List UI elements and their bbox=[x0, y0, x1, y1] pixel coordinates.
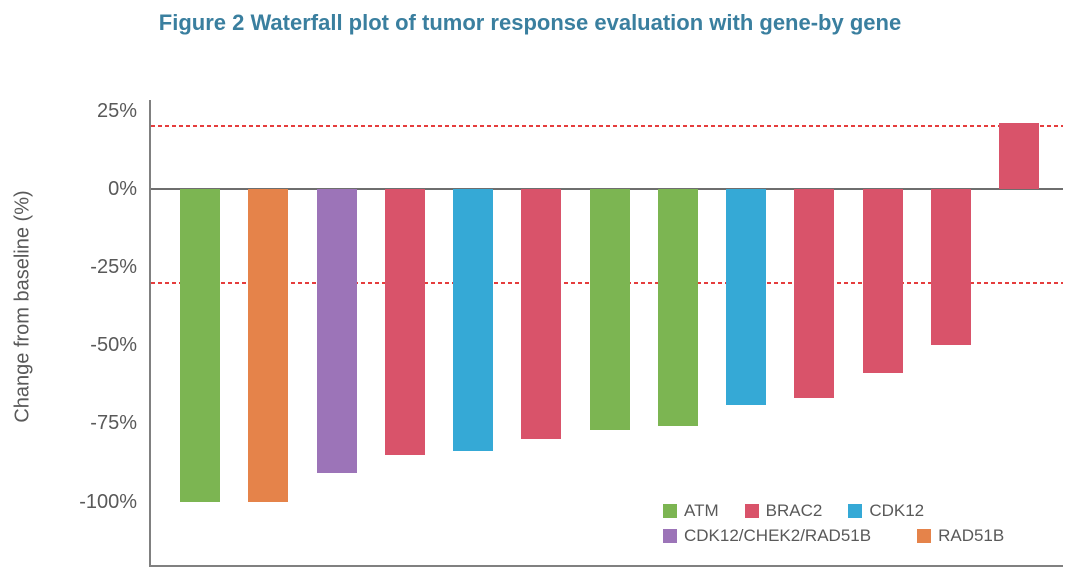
y-tick-label: -100% bbox=[79, 490, 137, 513]
legend-item: RAD51B bbox=[917, 526, 1004, 546]
legend-swatch-icon bbox=[744, 504, 759, 518]
legend-row: CDK12/CHEK2/RAD51B RAD51B bbox=[663, 526, 1004, 546]
legend: ATM BRAC2 CDK12 CDK12/CHEK2/RAD51B RAD51B bbox=[663, 501, 1004, 546]
legend-item: CDK12 bbox=[848, 501, 924, 521]
y-tick-label: -50% bbox=[90, 334, 137, 357]
y-tick-label: -75% bbox=[90, 412, 137, 435]
bar bbox=[999, 123, 1039, 189]
y-tick-label: 0% bbox=[108, 177, 137, 200]
y-tick-label: 25% bbox=[96, 99, 137, 122]
legend-label: ATM bbox=[684, 501, 719, 520]
legend-item: CDK12/CHEK2/RAD51B bbox=[663, 526, 871, 546]
bar bbox=[453, 188, 493, 452]
reference-line bbox=[151, 125, 1063, 128]
legend-swatch-icon bbox=[917, 529, 932, 543]
y-tick-label: -25% bbox=[90, 255, 137, 278]
legend-label: CDK12/CHEK2/RAD51B bbox=[684, 526, 872, 545]
bar bbox=[726, 188, 766, 405]
legend-item: ATM bbox=[663, 501, 719, 521]
bar bbox=[316, 188, 357, 474]
plot-area bbox=[149, 100, 1063, 567]
bar bbox=[521, 188, 562, 439]
legend-label: RAD51B bbox=[938, 526, 1005, 545]
bar bbox=[794, 188, 835, 399]
legend-swatch-icon bbox=[663, 529, 677, 543]
bar bbox=[930, 188, 971, 346]
legend-row: ATM BRAC2 CDK12 bbox=[663, 501, 1004, 521]
legend-item: BRAC2 bbox=[744, 501, 823, 521]
bar bbox=[589, 188, 630, 430]
legend-label: BRAC2 bbox=[765, 501, 823, 520]
legend-swatch-icon bbox=[848, 504, 863, 518]
y-axis-title: Change from baseline (%) bbox=[11, 190, 34, 423]
legend-label: CDK12 bbox=[869, 501, 925, 520]
bar bbox=[248, 188, 289, 502]
bar bbox=[862, 188, 903, 374]
figure-title: Figure 2 Waterfall plot of tumor respons… bbox=[158, 10, 902, 35]
bar bbox=[384, 188, 425, 455]
legend-swatch-icon bbox=[663, 504, 677, 518]
bar bbox=[180, 188, 220, 502]
bar bbox=[657, 188, 698, 427]
